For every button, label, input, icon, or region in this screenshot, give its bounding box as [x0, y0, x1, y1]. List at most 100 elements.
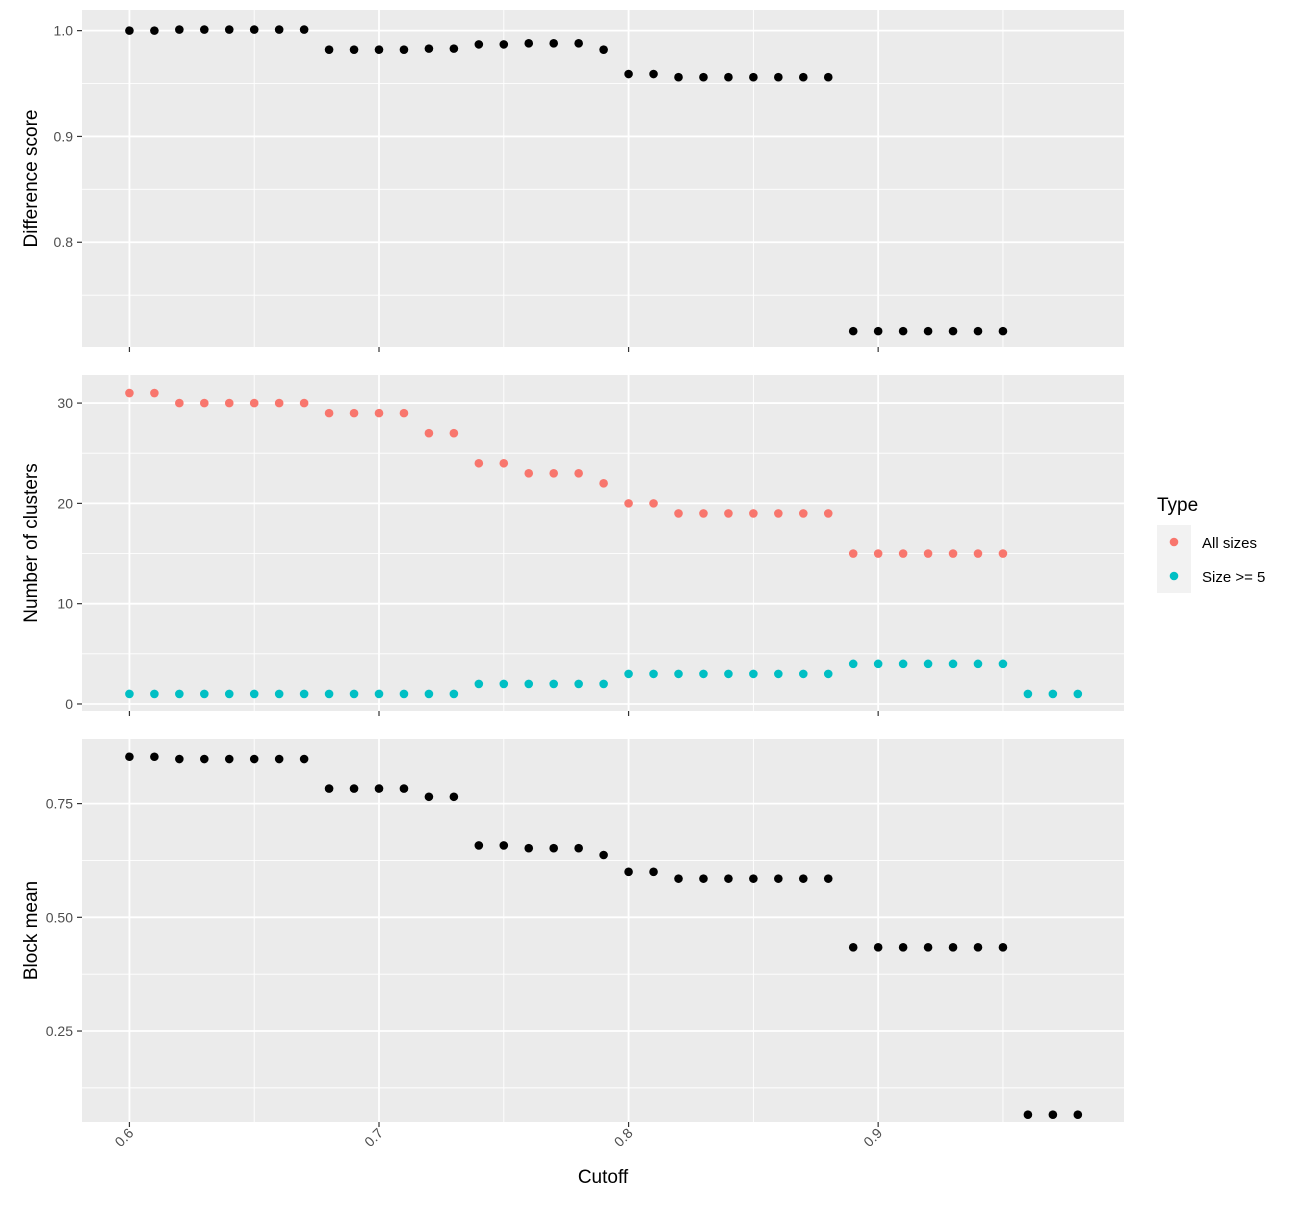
data-point-number-of-clusters-all-sizes [474, 458, 484, 468]
data-point-number-of-clusters-all-sizes [923, 549, 933, 558]
data-point-difference-score-series [574, 39, 583, 48]
data-point-number-of-clusters-all-sizes [574, 468, 583, 478]
data-point-block-mean-series [424, 792, 434, 802]
data-point-number-of-clusters-all-sizes [274, 398, 284, 408]
data-point-difference-score-series [524, 39, 534, 48]
data-point-block-mean-series [125, 752, 134, 762]
data-point-number-of-clusters-all-sizes [674, 509, 683, 518]
data-point-number-of-clusters-size-5 [749, 669, 758, 679]
data-point-block-mean-series [175, 754, 184, 764]
legend-label: Size >= 5 [1202, 569, 1265, 586]
data-point-block-mean-series [549, 843, 559, 853]
data-point-difference-score-series [474, 40, 484, 49]
data-point-number-of-clusters-size-5 [175, 689, 184, 699]
data-point-difference-score-series [674, 72, 683, 82]
data-point-number-of-clusters-all-sizes [898, 549, 908, 558]
x-tick-label: 0.7 [361, 1125, 386, 1150]
data-point-number-of-clusters-size-5 [499, 679, 509, 689]
data-point-number-of-clusters-size-5 [998, 659, 1008, 669]
data-point-number-of-clusters-size-5 [624, 669, 633, 679]
panel-background-difference-score [82, 10, 1124, 347]
data-point-difference-score-series [724, 72, 733, 82]
data-point-block-mean-series [374, 784, 384, 793]
data-point-number-of-clusters-all-sizes [624, 499, 633, 508]
data-point-number-of-clusters-all-sizes [499, 458, 509, 468]
data-point-block-mean-series [823, 874, 833, 883]
data-point-block-mean-series [699, 874, 708, 883]
data-point-number-of-clusters-size-5 [150, 689, 159, 699]
data-point-block-mean-series [749, 874, 758, 883]
y-axis-title-difference-score: Difference score [21, 110, 42, 248]
data-point-difference-score-series [873, 326, 883, 336]
data-point-number-of-clusters-size-5 [349, 689, 359, 699]
data-point-number-of-clusters-size-5 [973, 659, 983, 669]
data-point-block-mean-series [599, 850, 608, 860]
data-point-block-mean-series [249, 754, 259, 764]
data-point-block-mean-series [624, 867, 633, 877]
data-point-number-of-clusters-size-5 [774, 669, 783, 679]
data-point-number-of-clusters-size-5 [1048, 689, 1058, 699]
data-point-number-of-clusters-all-sizes [998, 549, 1008, 558]
data-point-number-of-clusters-size-5 [424, 689, 434, 699]
data-point-block-mean-series [324, 784, 334, 793]
data-point-number-of-clusters-size-5 [399, 689, 409, 699]
data-point-difference-score-series [823, 72, 833, 82]
data-point-difference-score-series [798, 72, 808, 82]
data-point-block-mean-series [848, 943, 858, 952]
data-point-difference-score-series [150, 26, 159, 35]
y-axis-title-number-of-clusters: Number of clusters [21, 463, 42, 622]
data-point-block-mean-series [674, 874, 683, 883]
y-tick-label: 0 [65, 696, 73, 712]
data-point-number-of-clusters-size-5 [724, 669, 733, 679]
data-point-number-of-clusters-size-5 [923, 659, 933, 669]
legend-key-point [1169, 537, 1179, 547]
data-point-number-of-clusters-all-sizes [699, 509, 708, 518]
data-point-block-mean-series [499, 841, 509, 850]
data-point-difference-score-series [125, 26, 134, 35]
data-point-number-of-clusters-size-5 [449, 689, 459, 699]
data-point-number-of-clusters-size-5 [599, 679, 608, 689]
data-point-difference-score-series [249, 25, 259, 34]
data-point-block-mean-series [349, 784, 359, 793]
data-point-block-mean-series [798, 874, 808, 883]
data-point-number-of-clusters-size-5 [649, 669, 658, 679]
data-point-number-of-clusters-size-5 [199, 689, 209, 699]
data-point-difference-score-series [549, 39, 559, 48]
data-point-number-of-clusters-size-5 [674, 669, 683, 679]
data-point-number-of-clusters-size-5 [374, 689, 384, 699]
data-point-number-of-clusters-size-5 [125, 689, 134, 699]
data-point-block-mean-series [224, 754, 234, 764]
data-point-number-of-clusters-all-sizes [399, 408, 409, 418]
data-point-block-mean-series [150, 752, 159, 762]
data-point-block-mean-series [524, 843, 534, 853]
data-point-block-mean-series [574, 843, 583, 853]
data-point-number-of-clusters-size-5 [274, 689, 284, 699]
data-point-number-of-clusters-all-sizes [349, 408, 359, 418]
data-point-number-of-clusters-all-sizes [324, 408, 334, 418]
data-point-difference-score-series [948, 326, 958, 336]
data-point-block-mean-series [1048, 1110, 1058, 1120]
y-tick-label: 0.8 [54, 234, 74, 250]
data-point-block-mean-series [199, 754, 209, 764]
data-point-number-of-clusters-size-5 [898, 659, 908, 669]
data-point-number-of-clusters-all-sizes [125, 388, 134, 398]
data-point-number-of-clusters-all-sizes [948, 549, 958, 558]
data-point-difference-score-series [499, 40, 509, 49]
data-point-block-mean-series [649, 867, 658, 877]
data-point-number-of-clusters-all-sizes [649, 499, 658, 508]
data-point-difference-score-series [199, 25, 209, 34]
data-point-difference-score-series [224, 25, 234, 34]
data-point-block-mean-series [399, 784, 409, 793]
data-point-number-of-clusters-all-sizes [524, 468, 534, 478]
y-tick-label: 0.50 [46, 909, 73, 925]
data-point-number-of-clusters-size-5 [948, 659, 958, 669]
y-tick-label: 10 [57, 596, 73, 612]
data-point-block-mean-series [923, 943, 933, 952]
data-point-difference-score-series [175, 25, 184, 34]
data-point-number-of-clusters-all-sizes [724, 509, 733, 518]
data-point-number-of-clusters-all-sizes [774, 509, 783, 518]
data-point-difference-score-series [923, 326, 933, 336]
data-point-number-of-clusters-all-sizes [599, 479, 608, 488]
data-point-number-of-clusters-size-5 [848, 659, 858, 669]
